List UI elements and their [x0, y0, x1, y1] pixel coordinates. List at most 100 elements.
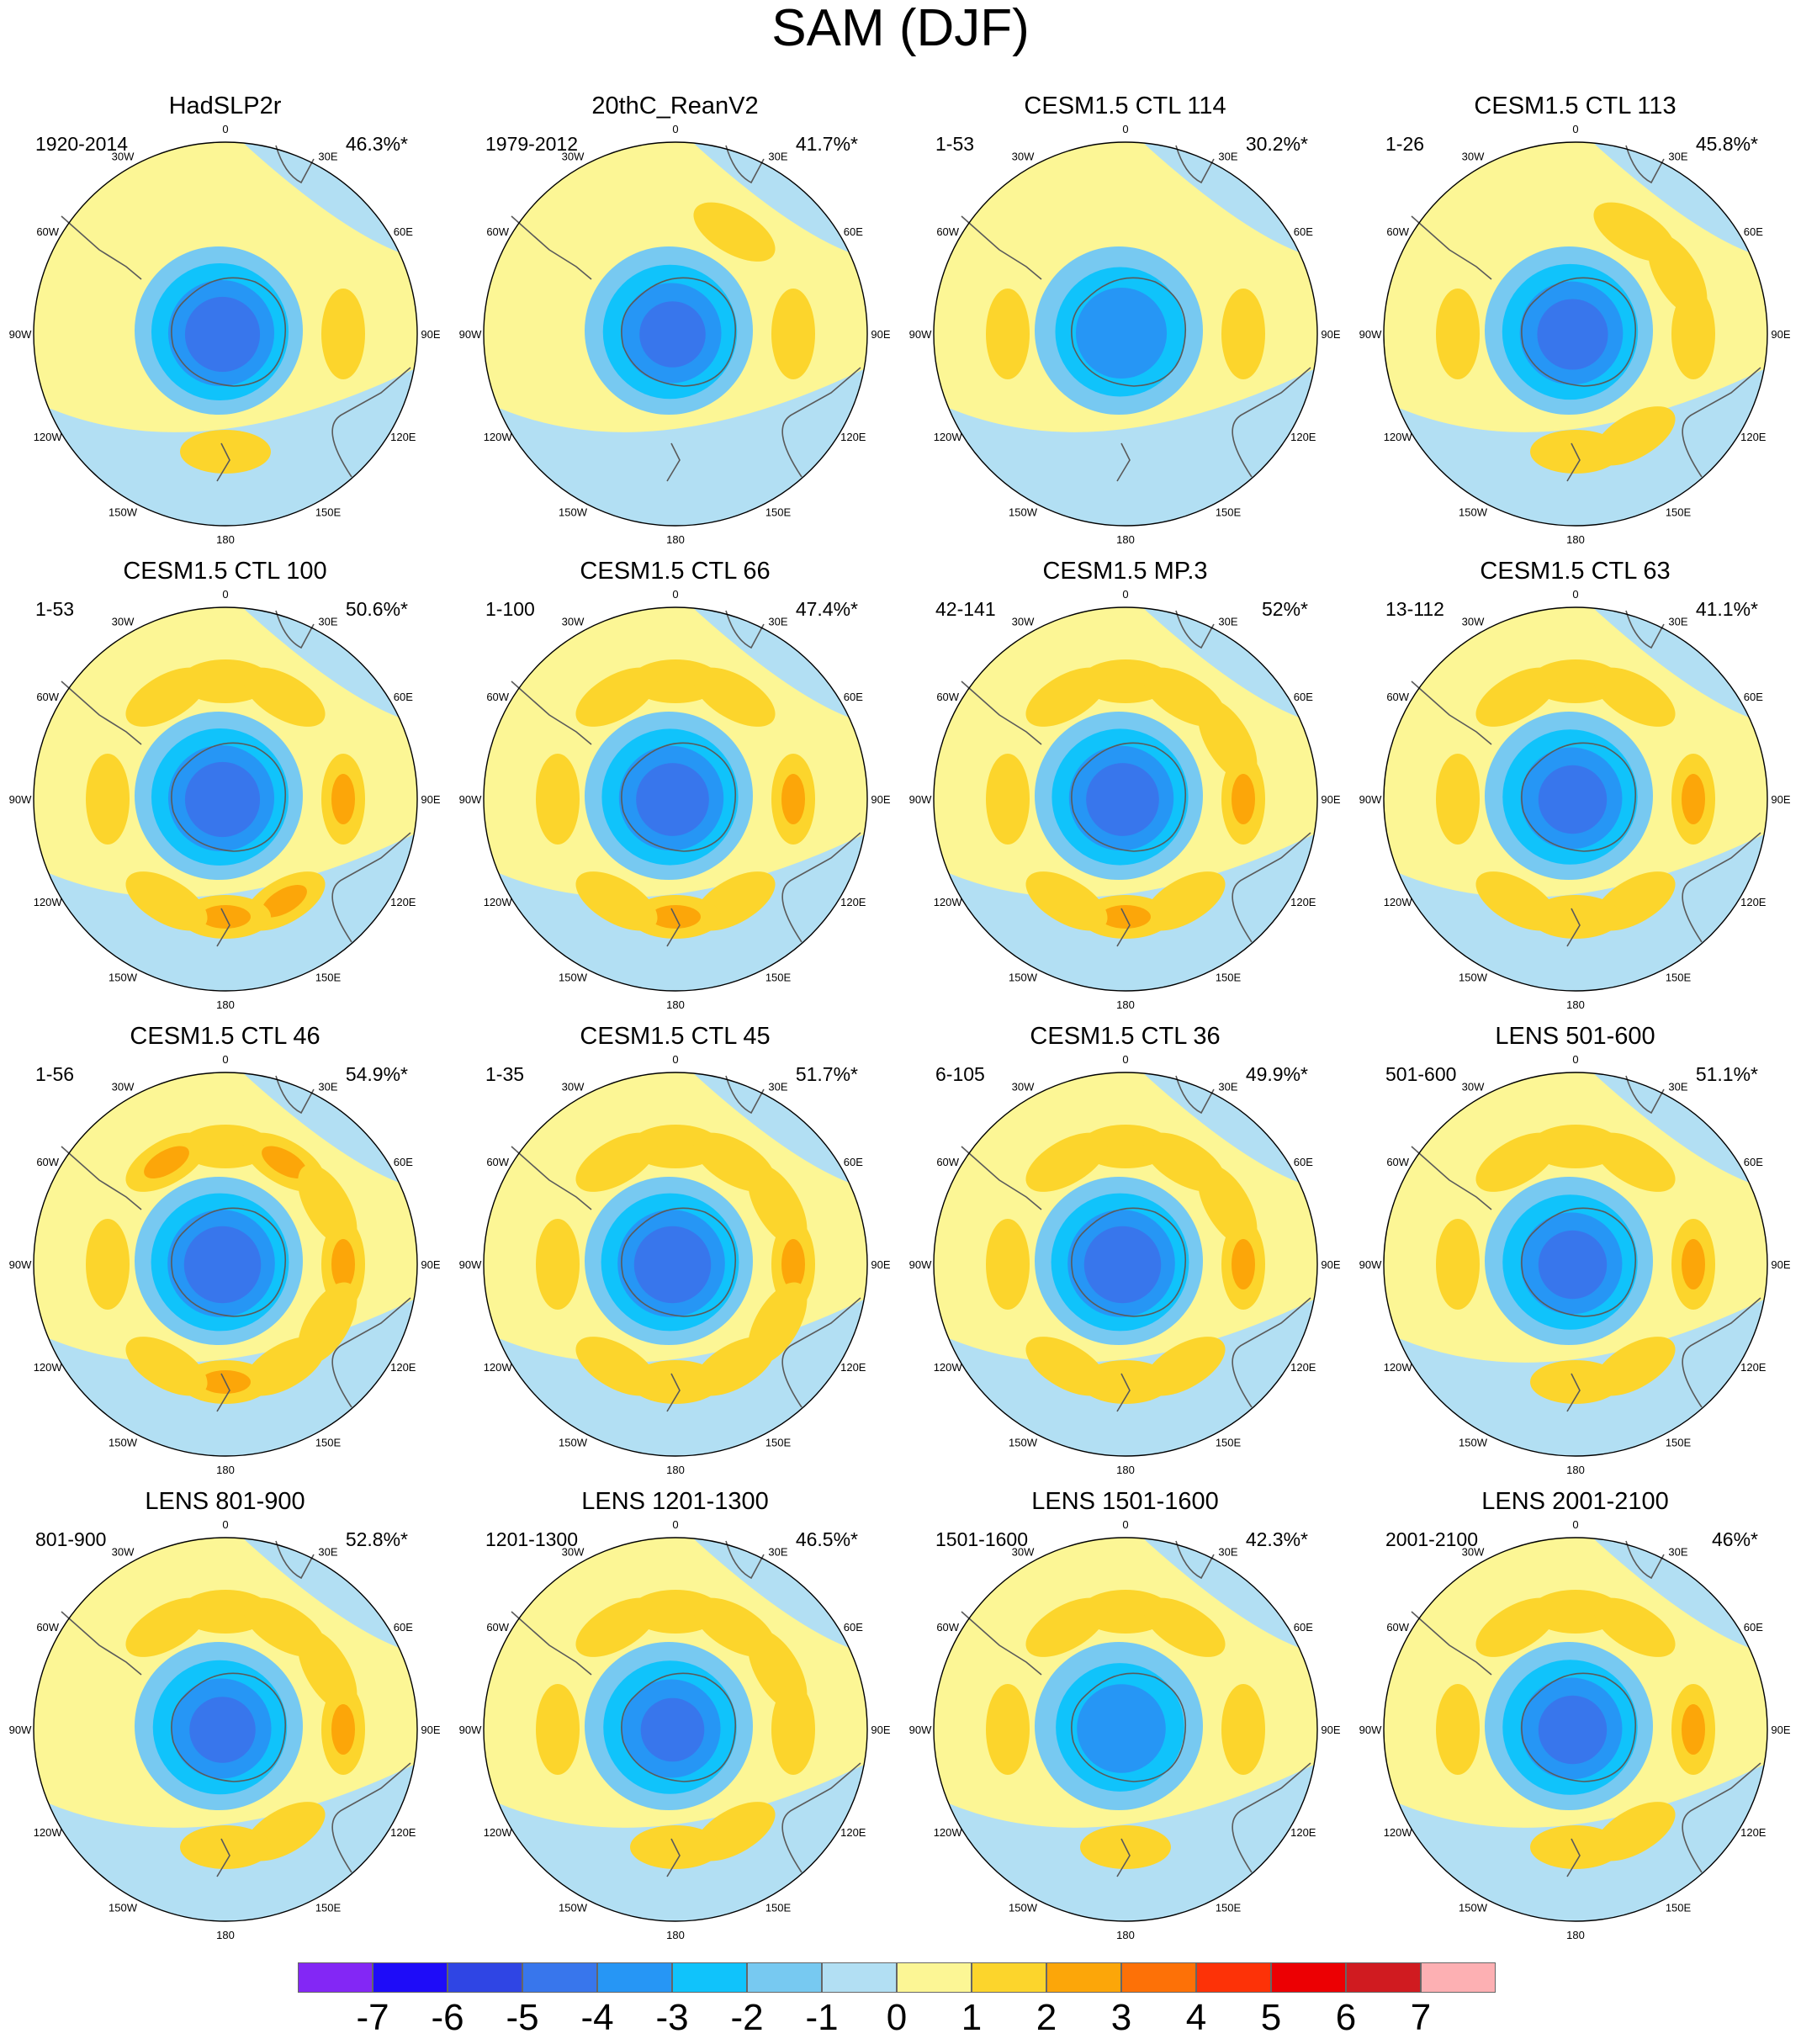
longitude-label: 180 — [216, 1929, 235, 1941]
positive-anomaly-core — [1682, 774, 1705, 824]
polar-map: 0 30E 60E 90E 120E 150E 180 150W 120W 90W 60W 30W — [459, 588, 891, 1011]
longitude-label: 0 — [222, 588, 228, 601]
positive-anomaly-lobe — [1025, 667, 1108, 727]
negative-edge-region — [484, 368, 867, 526]
longitude-label: 30W — [1012, 151, 1035, 163]
longitude-label: 90E — [1771, 793, 1790, 806]
map-panel: LENS 801-900 801-900 52.8%* 0 30E 60E 90E 120E 1… — [0, 1395, 450, 1941]
polar-map: 0 30E 60E 90E 120E 150E 180 150W 120W 90W 60W 30W — [909, 123, 1341, 546]
longitude-label: 0 — [1122, 123, 1128, 135]
longitude-label: 60E — [844, 691, 863, 703]
longitude-label: 60W — [936, 691, 959, 703]
south-america-coastline — [1411, 680, 1492, 745]
map-boundary — [933, 1072, 1318, 1457]
longitude-label: 30E — [768, 151, 787, 163]
colorbar-tick-label: -2 — [730, 1997, 764, 2038]
longitude-label: 0 — [1122, 588, 1128, 601]
africa-coastline — [725, 145, 765, 184]
positive-anomaly-lobe — [1475, 667, 1558, 727]
longitude-label: 180 — [1116, 998, 1135, 1011]
map-panel: LENS 1201-1300 1201-1300 46.5%* 0 30E 60E 90E 1… — [450, 1395, 900, 1941]
longitude-label: 150E — [765, 971, 792, 983]
longitude-label: 150W — [1459, 971, 1488, 983]
longitude-label: 30W — [562, 616, 585, 628]
positive-anomaly-core — [262, 884, 307, 918]
map-boundary — [1383, 606, 1768, 992]
map-panel: LENS 2001-2100 2001-2100 46%* 0 30E 60E 90E 120… — [1350, 1395, 1800, 1941]
longitude-label: 30W — [562, 1546, 585, 1559]
longitude-label: 60E — [844, 1156, 863, 1168]
polar-map: 0 30E 60E 90E 120E 150E 180 150W 120W 90W 60W 30W — [9, 123, 441, 546]
longitude-label: 90E — [1321, 793, 1340, 806]
map-boundary — [1383, 1072, 1768, 1457]
positive-anomaly-core — [1232, 1239, 1255, 1289]
australia-coastline — [781, 832, 861, 943]
antarctica-coastline — [1521, 1672, 1636, 1782]
negative-edge-region — [934, 368, 1317, 526]
map-panel: CESM1.5 CTL 63 13-112 41.1%* 0 30E 60E 90E 120E… — [1350, 465, 1800, 1011]
colorbar-tick-label: -4 — [580, 1997, 614, 2038]
south-america-coastline — [511, 215, 592, 280]
colorbar-swatch — [1121, 1962, 1196, 1993]
antarctica-coastline — [1521, 742, 1636, 852]
positive-anomaly-lobe — [986, 1219, 1030, 1310]
longitude-label: 60W — [486, 691, 509, 703]
longitude-label: 0 — [1122, 1053, 1128, 1066]
australia-coastline — [1682, 1297, 1761, 1408]
longitude-label: 120E — [1290, 1361, 1316, 1374]
polar-map: 0 30E 60E 90E 120E 150E 180 150W 120W 90W 60W 30W — [1359, 588, 1791, 1011]
positive-anomaly-core — [781, 1239, 805, 1289]
antarctica-coastline — [171, 277, 286, 387]
australia-coastline — [1682, 832, 1761, 943]
positive-anomaly-lobe — [1025, 871, 1108, 931]
positive-anomaly-lobe — [575, 871, 658, 931]
polar-map: 0 30E 60E 90E 120E 150E 180 150W 120W 90W 60W 30W — [9, 588, 441, 1011]
colorbar-tick-label: 1 — [961, 1997, 983, 2038]
colorbar-tick-label: 6 — [1335, 1997, 1357, 2038]
longitude-label: 150E — [1216, 506, 1242, 518]
colorbar-swatch — [1196, 1962, 1271, 1993]
panel-variance: 52%* — [1262, 598, 1308, 620]
panel-variance: 42.3%* — [1245, 1528, 1308, 1550]
map-boundary — [33, 1072, 418, 1457]
longitude-label: 60W — [36, 1621, 59, 1634]
new-zealand-coastline — [216, 908, 230, 947]
panel-variance: 45.8%* — [1695, 133, 1758, 155]
colorbar-tick-label: 0 — [886, 1997, 908, 2038]
longitude-label: 0 — [672, 123, 678, 135]
longitude-label: 90W — [459, 328, 482, 341]
positive-anomaly-lobe — [1436, 1219, 1480, 1310]
longitude-label: 60E — [1744, 1621, 1763, 1634]
longitude-label: 120W — [484, 896, 513, 908]
map-boundary — [933, 1537, 1318, 1922]
longitude-label: 150E — [315, 1901, 342, 1914]
panel-variance: 41.1%* — [1695, 598, 1758, 620]
longitude-label: 90W — [9, 328, 32, 341]
map-panel: CESM1.5 CTL 45 1-35 51.7%* 0 30E 60E 90E 120E 15… — [450, 930, 900, 1476]
panel-period: 1920-2014 — [35, 133, 128, 155]
antarctica-coastline — [621, 742, 736, 852]
positive-anomaly-lobe — [1593, 667, 1676, 727]
longitude-label: 120W — [934, 1361, 963, 1374]
longitude-label: 0 — [672, 588, 678, 601]
negative-anomaly-contour — [184, 296, 261, 373]
longitude-label: 120E — [840, 896, 866, 908]
longitude-label: 90E — [1321, 328, 1340, 341]
positive-anomaly-lobe — [771, 1684, 815, 1775]
longitude-label: 120W — [934, 431, 963, 443]
longitude-label: 150W — [1009, 1436, 1038, 1448]
antarctica-coastline — [621, 1672, 736, 1782]
new-zealand-coastline — [666, 1838, 681, 1877]
positive-anomaly-lobe — [1436, 289, 1480, 379]
panel-variance: 52.8%* — [345, 1528, 408, 1550]
longitude-label: 60W — [36, 225, 59, 238]
longitude-label: 120W — [34, 896, 63, 908]
longitude-label: 150E — [765, 1901, 792, 1914]
africa-coastline — [1625, 1075, 1665, 1115]
positive-anomaly-lobe — [86, 1219, 130, 1310]
positive-anomaly-lobe — [1025, 1132, 1108, 1192]
panel-title: LENS 801-900 — [145, 1488, 305, 1515]
longitude-label: 30E — [318, 151, 337, 163]
longitude-label: 120W — [934, 1826, 963, 1839]
panel-variance: 41.7%* — [795, 133, 858, 155]
